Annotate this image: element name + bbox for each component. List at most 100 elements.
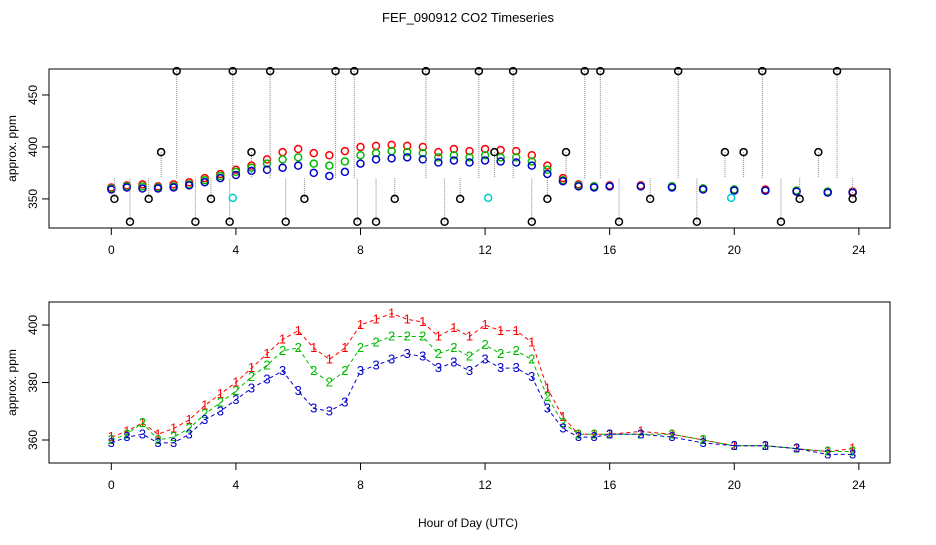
data-point bbox=[278, 163, 287, 172]
data-point bbox=[434, 158, 443, 167]
data-point bbox=[371, 141, 381, 151]
data-point: 3 bbox=[108, 435, 115, 450]
data-point: 2 bbox=[824, 444, 831, 459]
data-point bbox=[371, 148, 381, 158]
data-point: 3 bbox=[372, 357, 379, 372]
y-axis-title: approx. ppm bbox=[5, 115, 19, 182]
data-point bbox=[110, 194, 119, 204]
data-point bbox=[792, 187, 801, 196]
data-point bbox=[496, 157, 505, 166]
data-point bbox=[138, 184, 147, 193]
data-point: 1 bbox=[170, 421, 177, 436]
data-point bbox=[309, 159, 319, 168]
data-point bbox=[225, 217, 234, 227]
data-point: 3 bbox=[388, 352, 395, 367]
data-point: 3 bbox=[590, 429, 597, 444]
x-tick-label: 12 bbox=[478, 243, 492, 257]
data-point bbox=[356, 151, 365, 160]
data-point: 1 bbox=[575, 426, 582, 441]
data-point bbox=[543, 169, 552, 179]
data-point bbox=[353, 217, 362, 227]
data-point: 3 bbox=[637, 426, 644, 441]
x-tick-label: 8 bbox=[357, 243, 364, 257]
data-point: 1 bbox=[263, 346, 270, 361]
data-point bbox=[483, 193, 493, 203]
data-point bbox=[281, 217, 290, 227]
series-line-ch2 bbox=[111, 336, 853, 452]
chart-title: FEF_090912 CO2 Timeseries bbox=[382, 10, 554, 25]
data-point bbox=[496, 153, 505, 162]
data-point bbox=[278, 147, 287, 157]
x-tick-label: 16 bbox=[603, 478, 617, 492]
data-point bbox=[580, 66, 589, 76]
x-tick-label: 0 bbox=[108, 478, 115, 492]
data-point: 2 bbox=[388, 329, 395, 344]
data-point: 2 bbox=[544, 389, 551, 404]
data-point bbox=[465, 158, 474, 167]
data-point: 2 bbox=[310, 363, 317, 378]
data-point bbox=[543, 194, 552, 204]
data-point: 3 bbox=[170, 435, 177, 450]
data-point bbox=[107, 185, 116, 194]
x-tick-label: 24 bbox=[852, 478, 866, 492]
data-point: 3 bbox=[824, 446, 831, 461]
data-point bbox=[144, 194, 153, 204]
data-point bbox=[200, 178, 209, 187]
x-tick-label: 0 bbox=[108, 243, 115, 257]
data-point bbox=[848, 194, 857, 204]
data-point bbox=[125, 217, 135, 227]
data-point bbox=[371, 217, 381, 227]
data-point bbox=[589, 183, 599, 192]
series-line-ch3 bbox=[111, 353, 853, 455]
data-point: 1 bbox=[295, 323, 302, 338]
data-point bbox=[449, 151, 459, 160]
data-point bbox=[667, 183, 677, 192]
data-point bbox=[293, 153, 303, 162]
data-point bbox=[309, 168, 319, 178]
data-point bbox=[231, 170, 241, 180]
x-tick-label: 4 bbox=[233, 478, 240, 492]
data-point bbox=[511, 158, 521, 167]
data-point bbox=[614, 217, 624, 227]
data-point bbox=[823, 188, 832, 197]
data-point bbox=[434, 153, 443, 162]
data-point bbox=[726, 193, 736, 203]
data-point bbox=[293, 161, 303, 170]
data-point: 3 bbox=[123, 429, 130, 444]
data-point bbox=[340, 146, 350, 156]
data-point bbox=[692, 217, 702, 227]
data-point: 3 bbox=[139, 426, 146, 441]
data-point: 2 bbox=[849, 444, 856, 459]
x-tick-label: 12 bbox=[478, 478, 492, 492]
data-point bbox=[402, 147, 412, 157]
data-point: 1 bbox=[279, 331, 286, 346]
data-point: 3 bbox=[849, 446, 856, 461]
data-point: 3 bbox=[404, 346, 411, 361]
data-point: 1 bbox=[201, 398, 208, 413]
data-point bbox=[758, 66, 767, 76]
data-point: 2 bbox=[513, 343, 520, 358]
data-point: 1 bbox=[108, 429, 115, 444]
data-point: 1 bbox=[544, 380, 551, 395]
data-point bbox=[645, 194, 655, 204]
x-tick-label: 20 bbox=[728, 478, 742, 492]
x-tick-label: 24 bbox=[852, 243, 866, 257]
data-point bbox=[698, 185, 708, 194]
data-point: 3 bbox=[793, 441, 800, 456]
data-point bbox=[325, 171, 334, 181]
data-point bbox=[228, 193, 238, 203]
data-point: 1 bbox=[435, 329, 442, 344]
data-point bbox=[474, 66, 484, 76]
data-point: 2 bbox=[170, 429, 177, 444]
data-point: 3 bbox=[186, 426, 193, 441]
data-point bbox=[527, 151, 537, 160]
data-point: 1 bbox=[217, 386, 224, 401]
data-point: 3 bbox=[310, 400, 317, 415]
data-point: 2 bbox=[341, 363, 348, 378]
data-point: 3 bbox=[606, 426, 613, 441]
data-point bbox=[265, 66, 275, 76]
data-point: 1 bbox=[232, 375, 239, 390]
x-tick-label: 20 bbox=[728, 243, 742, 257]
data-point bbox=[480, 144, 490, 154]
